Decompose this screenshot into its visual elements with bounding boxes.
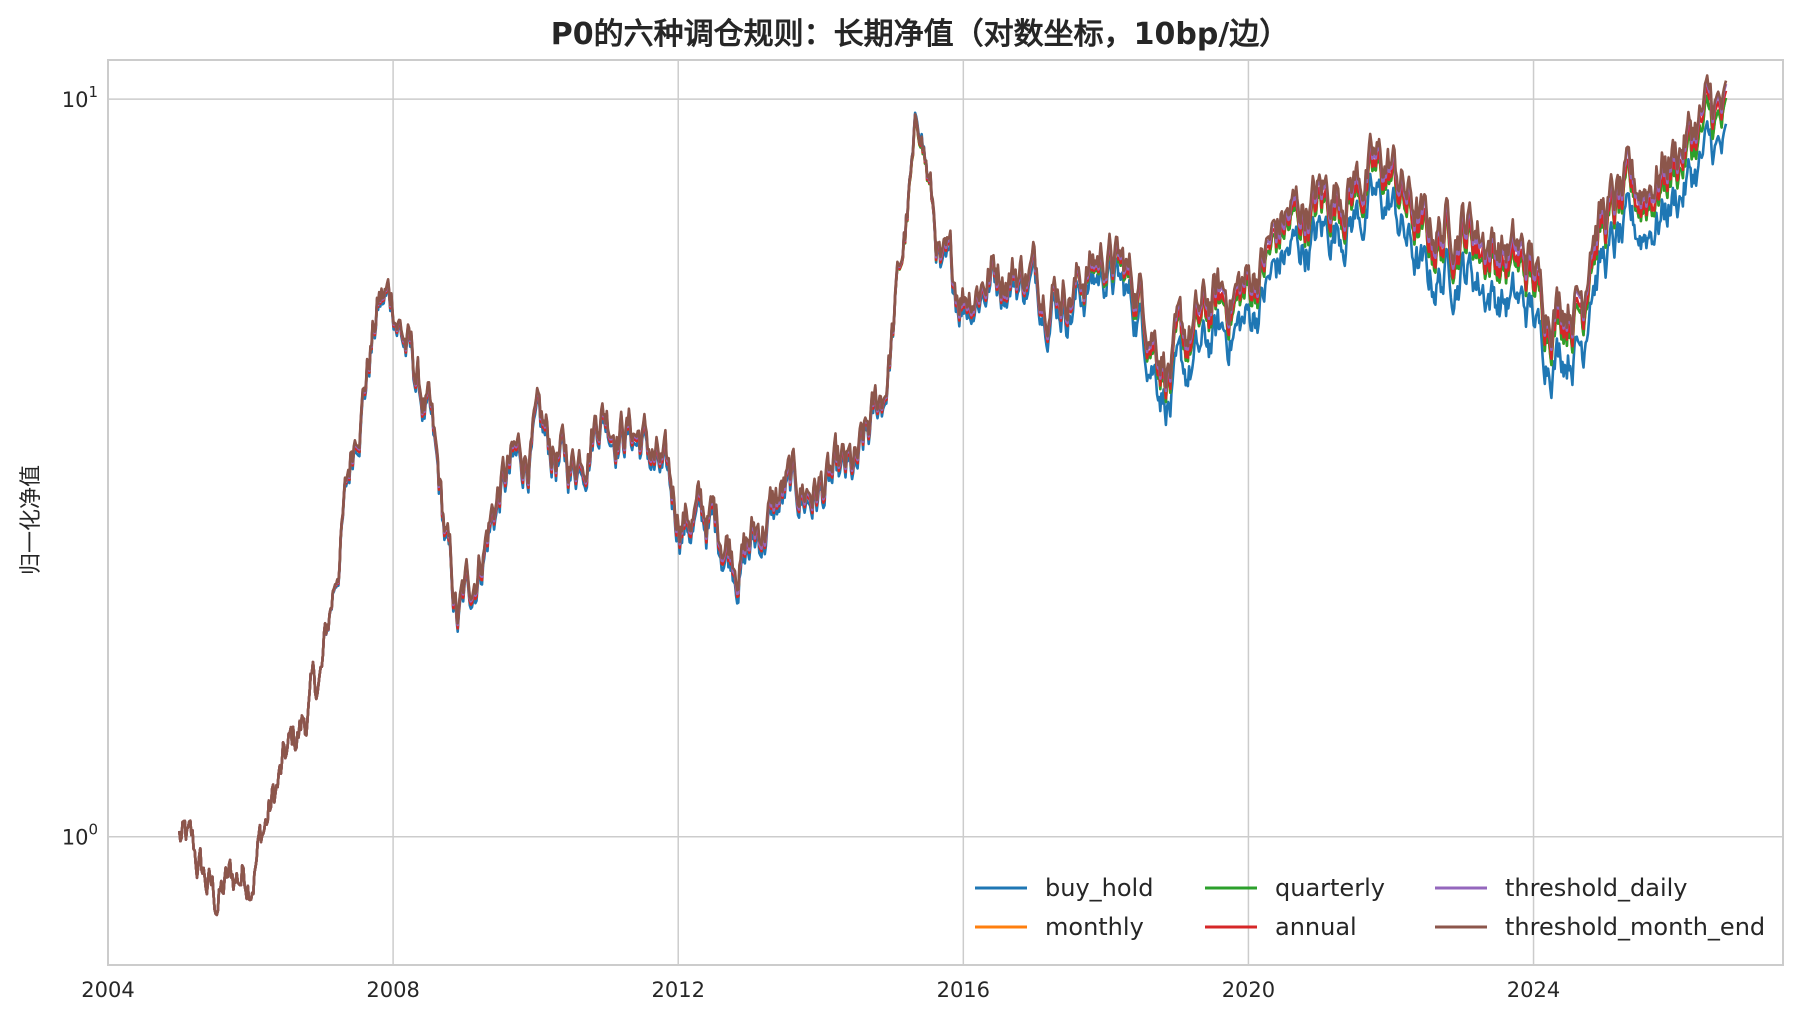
y-tick-label-10: 101: [62, 83, 98, 112]
legend-label-threshold-daily: threshold_daily: [1505, 874, 1688, 902]
chart-title: P0的六种调仓规则：长期净值（对数坐标，10bp/边）: [551, 17, 1290, 52]
x-axis-ticks: 2004 2008 2012 2016 2020 2024: [81, 978, 1560, 1002]
legend-label-monthly: monthly: [1045, 913, 1144, 941]
grid-lines: [107, 60, 1783, 965]
x-tick-label-2008: 2008: [366, 978, 419, 1002]
x-tick-label-2012: 2012: [651, 978, 704, 1002]
y-axis-label: 归一化净值: [19, 465, 44, 575]
plot-frame: [107, 59, 1784, 966]
series-line-quarterly: [178, 94, 1728, 917]
x-tick-label-2016: 2016: [937, 978, 990, 1002]
legend-label-annual: annual: [1275, 913, 1357, 941]
series-line-threshold-month-end: [178, 74, 1728, 917]
x-tick-label-2024: 2024: [1507, 978, 1560, 1002]
legend-label-threshold-month-end: threshold_month_end: [1505, 913, 1765, 941]
series-lines: [178, 74, 1728, 917]
y-tick-label-1: 100: [62, 821, 98, 850]
x-tick-label-2020: 2020: [1222, 978, 1275, 1002]
legend-label-buy-hold: buy_hold: [1045, 874, 1153, 902]
y-axis-ticks: 100 101: [62, 83, 98, 850]
x-tick-label-2004: 2004: [81, 978, 134, 1002]
legend-label-quarterly: quarterly: [1275, 874, 1385, 902]
series-line-monthly: [178, 94, 1728, 917]
series-line-annual: [178, 84, 1728, 917]
series-line-threshold-daily: [178, 77, 1728, 917]
